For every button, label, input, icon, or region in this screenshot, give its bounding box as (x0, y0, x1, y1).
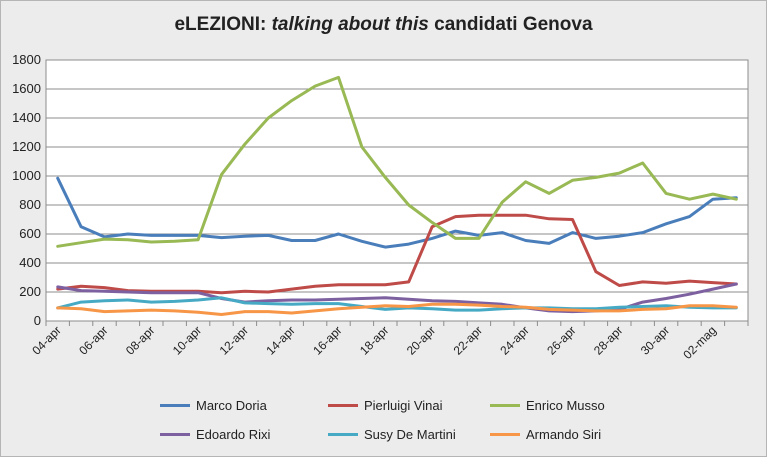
y-tick-label: 1800 (12, 52, 41, 67)
x-tick-label: 30-apr (638, 323, 672, 357)
legend-swatch (328, 404, 358, 408)
x-tick-label: 10-apr (170, 323, 204, 357)
legend-item-susy-de-martini: Susy De Martini (328, 427, 456, 445)
legend-label: Marco Doria (196, 398, 267, 413)
series-line-armando-siri (56, 302, 738, 316)
title-italic: talking about this (271, 14, 429, 35)
x-tick-label: 04-apr (29, 323, 63, 357)
y-tick-label: 200 (19, 284, 41, 299)
legend-swatch (328, 433, 358, 437)
x-tick-label: 26-apr (544, 323, 578, 357)
y-tick-label: 1200 (12, 139, 41, 154)
x-tick-label: 18-apr (357, 323, 391, 357)
series-line-marco-doria (56, 176, 738, 249)
series-line-susy-de-martini (56, 296, 738, 312)
legend-item-marco-doria: Marco Doria (160, 398, 267, 416)
legend-item-armando-siri: Armando Siri (490, 427, 601, 445)
title-prefix: eLEZIONI: (174, 14, 272, 35)
x-tick-label: 24-apr (497, 323, 531, 357)
legend-item-edoardo-rixi: Edoardo Rixi (160, 427, 270, 445)
legend-label: Susy De Martini (364, 427, 456, 442)
series-line-enrico-musso (56, 75, 738, 248)
legend-label: Enrico Musso (526, 398, 605, 413)
legend-label: Edoardo Rixi (196, 427, 271, 442)
x-tick-label: 06-apr (76, 323, 110, 357)
y-tick-label: 1000 (12, 168, 41, 183)
x-tick-label: 28-apr (591, 323, 625, 357)
x-tick-label: 08-apr (123, 323, 157, 357)
legend-swatch (490, 404, 520, 408)
y-tick-label: 1400 (12, 110, 41, 125)
legend-swatch (160, 404, 190, 408)
legend-label: Armando Siri (526, 427, 602, 442)
title-suffix: candidati Genova (428, 14, 593, 35)
x-tick-label: 22-apr (451, 323, 485, 357)
x-tick-label: 12-apr (217, 323, 251, 357)
y-tick-label: 400 (19, 255, 41, 270)
y-tick-label: 600 (19, 226, 41, 241)
legend-item-pierluigi-vinai: Pierluigi Vinai (328, 398, 443, 416)
x-tick-label: 14-apr (263, 323, 297, 357)
legend-item-enrico-musso: Enrico Musso (490, 398, 605, 416)
y-tick-label: 0 (34, 313, 41, 328)
legend-swatch (160, 433, 190, 437)
y-tick-label: 1600 (12, 81, 41, 96)
y-tick-label: 800 (19, 197, 41, 212)
chart-title: eLEZIONI: talking about this candidati G… (0, 14, 767, 36)
x-tick-label: 02-mag (680, 323, 719, 362)
legend-label: Pierluigi Vinai (364, 398, 443, 413)
x-tick-label: 20-apr (404, 323, 438, 357)
x-tick-label: 16-apr (310, 323, 344, 357)
legend-swatch (490, 433, 520, 437)
